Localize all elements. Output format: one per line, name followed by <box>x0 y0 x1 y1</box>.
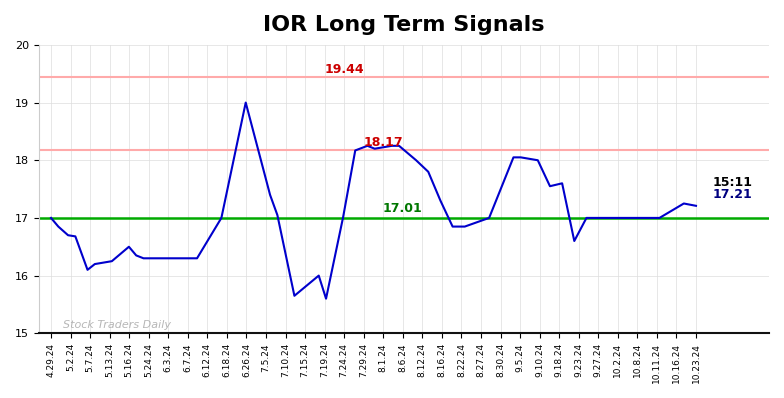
Text: 17.01: 17.01 <box>383 201 423 215</box>
Title: IOR Long Term Signals: IOR Long Term Signals <box>263 15 545 35</box>
Text: 18.17: 18.17 <box>364 136 403 149</box>
Text: 15:11: 15:11 <box>713 176 753 189</box>
Text: Stock Traders Daily: Stock Traders Daily <box>64 320 171 330</box>
Text: 19.44: 19.44 <box>325 62 364 76</box>
Text: 17.21: 17.21 <box>713 188 753 201</box>
